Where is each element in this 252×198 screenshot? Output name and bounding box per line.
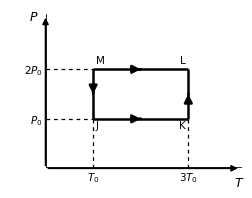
Text: T: T [234,177,241,190]
Text: K: K [178,121,185,131]
Text: M: M [95,56,104,66]
Text: J: J [95,121,98,131]
Text: L: L [179,56,185,66]
Text: P: P [29,11,37,24]
